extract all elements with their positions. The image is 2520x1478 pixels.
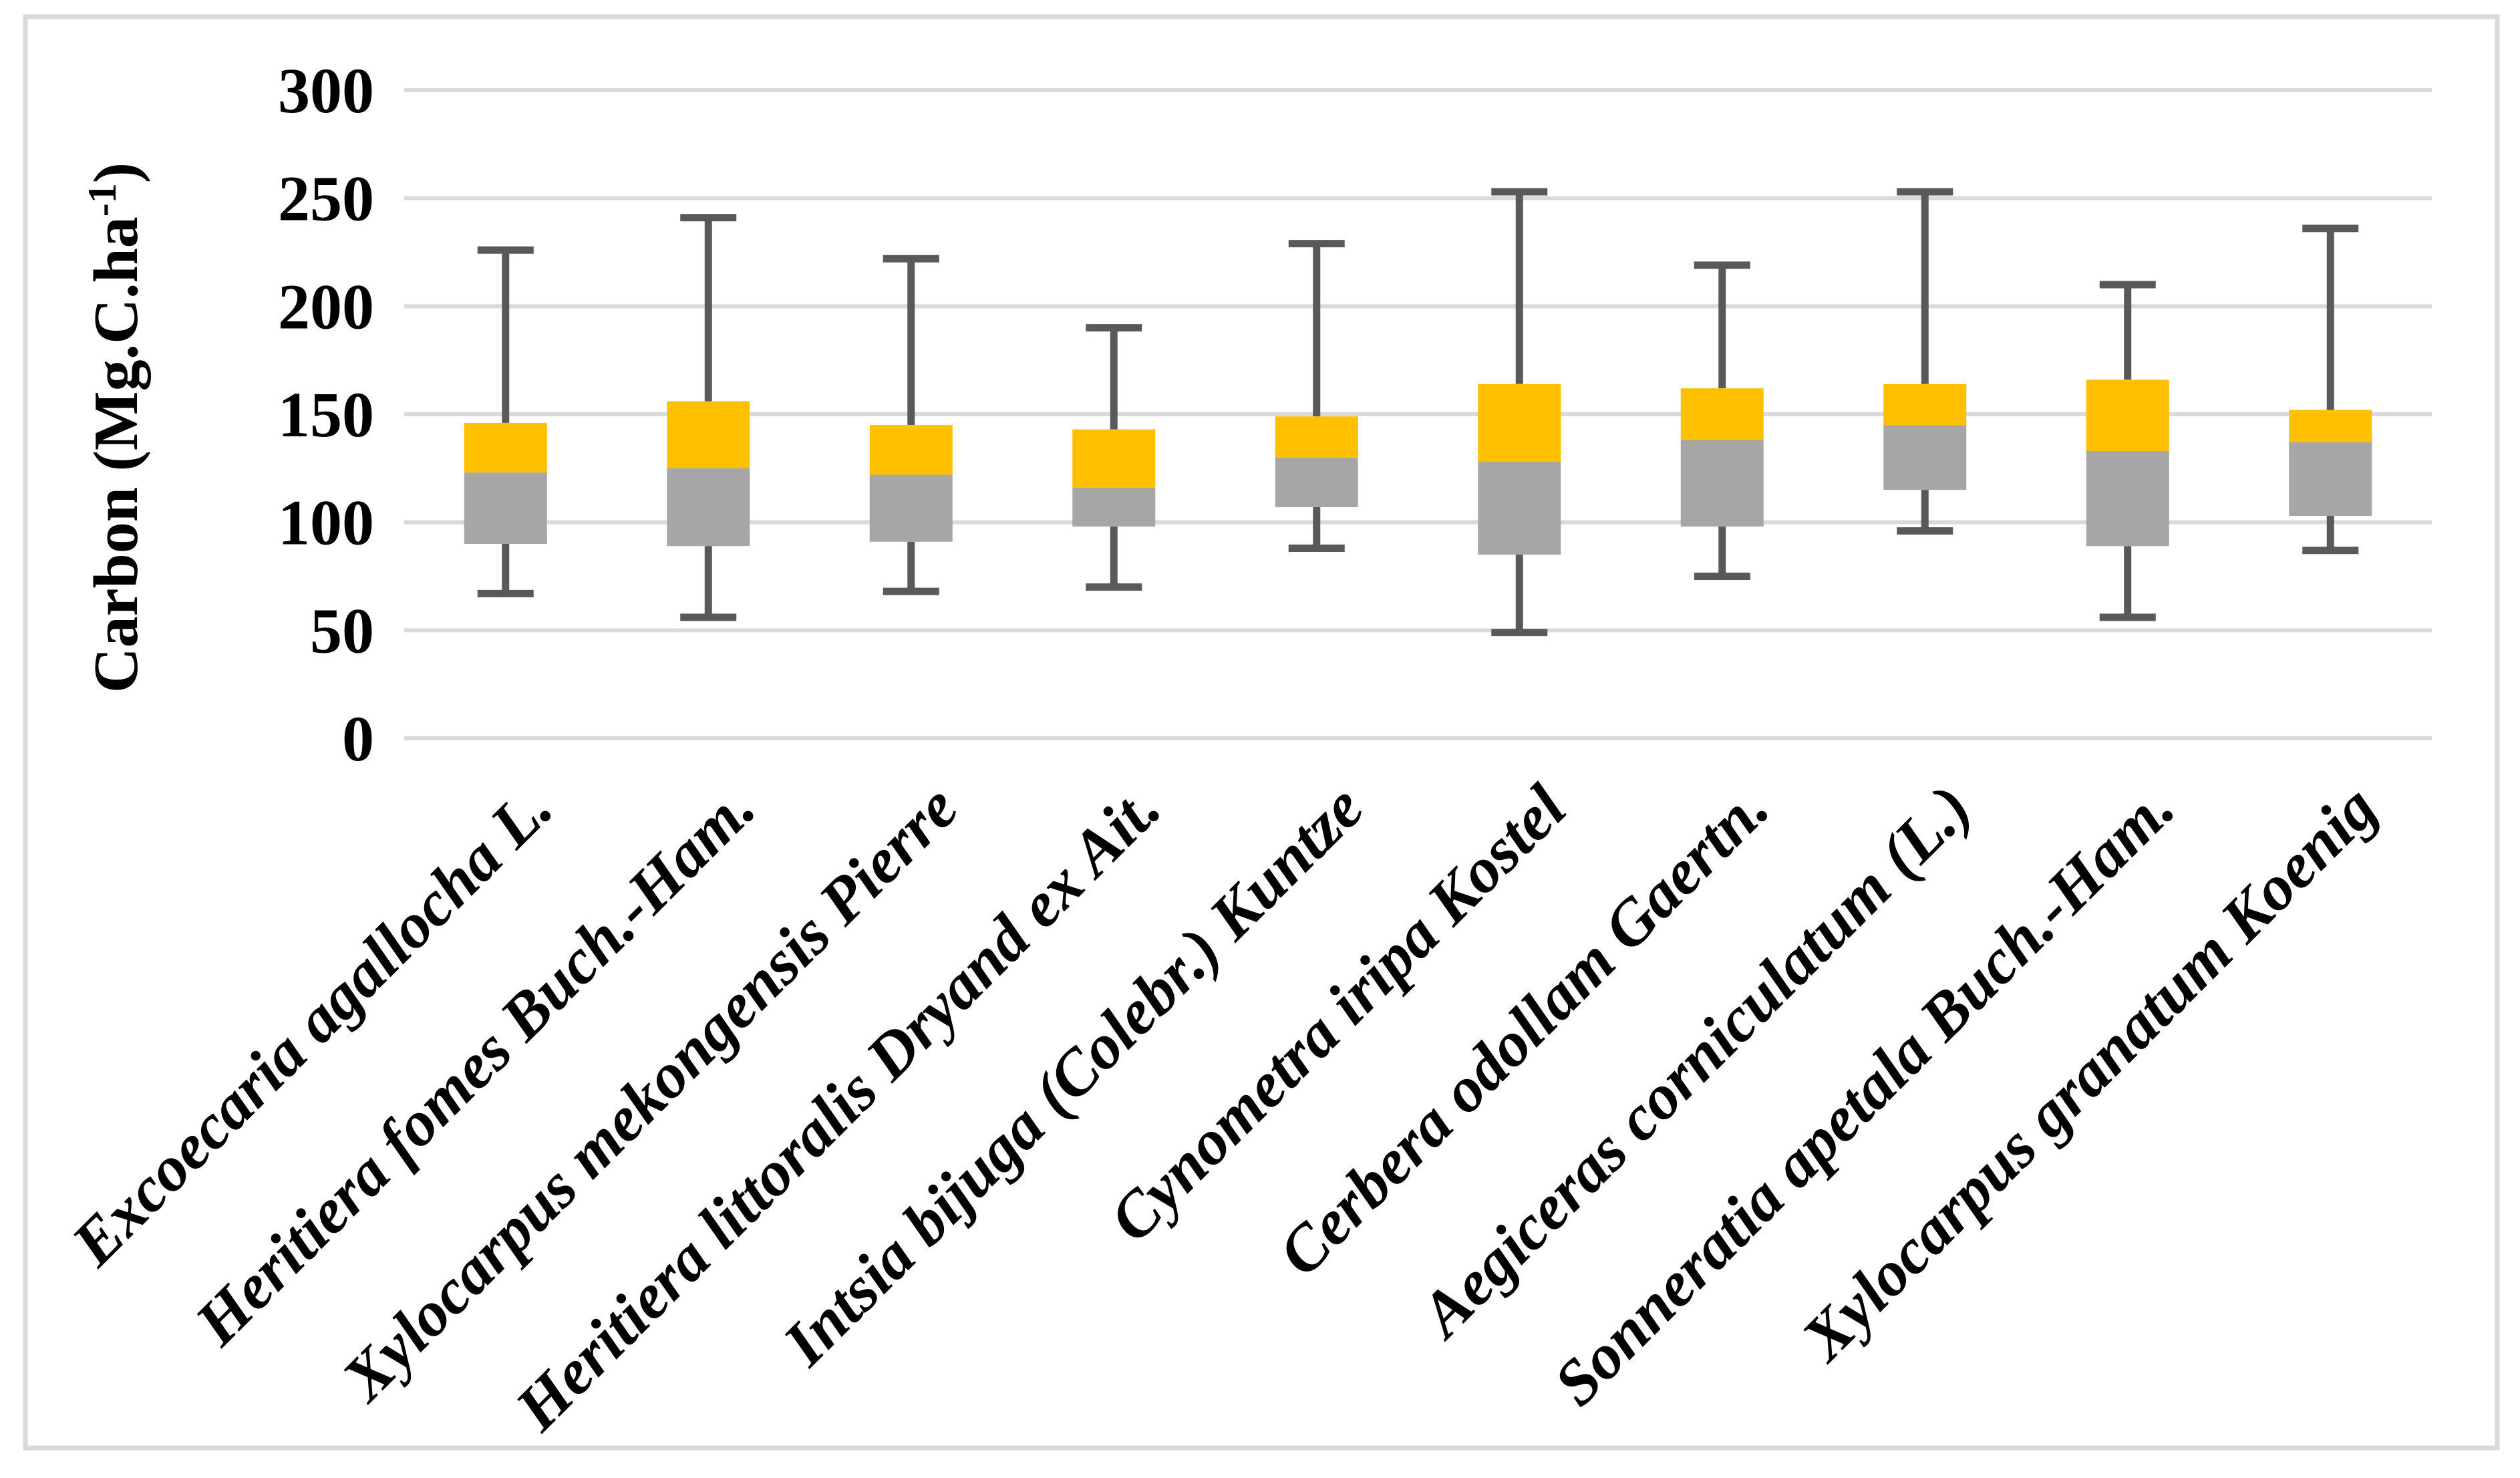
y-axis-tick-labels: 0 50 100 150 200 250 300 — [278, 55, 374, 774]
y-tick-label: 300 — [278, 55, 374, 126]
upper-quartile-box — [1072, 429, 1156, 488]
box-plot-item — [2289, 225, 2372, 555]
lower-quartile-box — [1478, 462, 1561, 555]
upper-quartile-box — [667, 401, 750, 468]
box-plot-item — [1275, 240, 1358, 552]
upper-quartile-box — [2289, 410, 2372, 443]
y-tick-label: 50 — [310, 595, 374, 666]
upper-quartile-box — [1478, 384, 1561, 462]
lower-quartile-box — [1275, 457, 1358, 508]
y-tick-label: 100 — [278, 487, 374, 559]
lower-quartile-box — [1883, 425, 1967, 490]
box-plot-item — [2086, 281, 2169, 621]
box-plot-item — [1072, 324, 1156, 591]
x-axis-category-labels: Excoecaria agallocha L.Heritiera fomes B… — [57, 771, 2390, 1444]
chart-border — [23, 14, 2500, 1451]
y-axis-title-main: Carbon (Mg.C.ha — [82, 216, 151, 693]
box-series — [464, 188, 2372, 637]
y-tick-label: 200 — [278, 271, 374, 342]
lower-quartile-box — [464, 472, 547, 544]
lower-quartile-box — [667, 468, 750, 547]
upper-quartile-box — [464, 422, 547, 473]
lower-quartile-box — [869, 474, 953, 542]
upper-quartile-box — [1680, 388, 1764, 440]
lower-quartile-box — [2289, 442, 2372, 516]
upper-quartile-box — [869, 425, 953, 475]
box-plot-item — [1883, 188, 1967, 535]
y-axis-title: Carbon (Mg.C.ha-1) — [80, 162, 151, 693]
upper-quartile-box — [1883, 384, 1967, 426]
y-tick-label: 250 — [278, 163, 374, 235]
y-axis-title-close: ) — [82, 162, 151, 183]
y-tick-label: 0 — [342, 703, 374, 774]
box-plot-item — [1478, 188, 1561, 637]
upper-quartile-box — [2086, 380, 2169, 451]
y-axis-title-superscript: -1 — [80, 183, 124, 216]
box-plot-item — [869, 255, 953, 595]
box-plot-item — [667, 214, 750, 621]
upper-quartile-box — [1275, 416, 1358, 458]
lower-quartile-box — [1680, 440, 1764, 527]
box-plot-item — [1680, 261, 1764, 580]
y-tick-label: 150 — [278, 379, 374, 450]
lower-quartile-box — [1072, 487, 1156, 527]
box-plot-item — [464, 246, 547, 597]
lower-quartile-box — [2086, 450, 2169, 547]
